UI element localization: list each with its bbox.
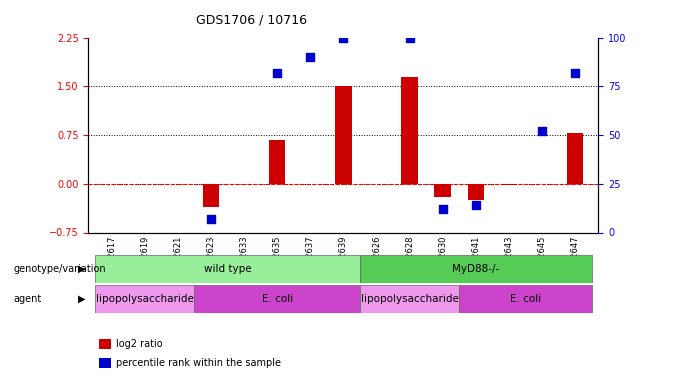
Point (404, 34, 415, 40)
FancyBboxPatch shape (194, 285, 360, 313)
Point (205, 216, 216, 222)
Point (437, 206, 448, 212)
Point (570, 70, 581, 76)
Text: genotype/variation: genotype/variation (14, 264, 106, 274)
FancyBboxPatch shape (459, 285, 592, 313)
Text: ▶: ▶ (78, 264, 86, 274)
Text: E. coli: E. coli (510, 294, 541, 304)
Bar (335, 86, 352, 184)
Text: lipopolysaccharide: lipopolysaccharide (360, 294, 458, 304)
FancyBboxPatch shape (95, 285, 194, 313)
Bar (435, 184, 451, 197)
Bar (269, 140, 286, 184)
FancyBboxPatch shape (360, 285, 459, 313)
Bar (401, 76, 418, 184)
Point (272, 70, 283, 76)
Bar (99, 339, 112, 349)
Point (537, 128, 547, 134)
Text: percentile rank within the sample: percentile rank within the sample (116, 358, 282, 368)
Bar (99, 358, 112, 368)
Bar (567, 133, 583, 184)
Text: wild type: wild type (204, 264, 252, 274)
Text: MyD88-/-: MyD88-/- (452, 264, 500, 274)
Point (338, 34, 349, 40)
FancyBboxPatch shape (95, 255, 360, 283)
Text: agent: agent (14, 294, 42, 304)
Text: lipopolysaccharide: lipopolysaccharide (96, 294, 194, 304)
Text: log2 ratio: log2 ratio (116, 339, 163, 349)
Text: GDS1706 / 10716: GDS1706 / 10716 (196, 13, 307, 26)
Bar (500, 184, 517, 185)
Text: E. coli: E. coli (262, 294, 293, 304)
Bar (203, 184, 219, 207)
Bar (468, 184, 484, 200)
Text: ▶: ▶ (78, 294, 86, 304)
FancyBboxPatch shape (360, 255, 592, 283)
Point (305, 54, 316, 60)
Point (471, 202, 481, 208)
